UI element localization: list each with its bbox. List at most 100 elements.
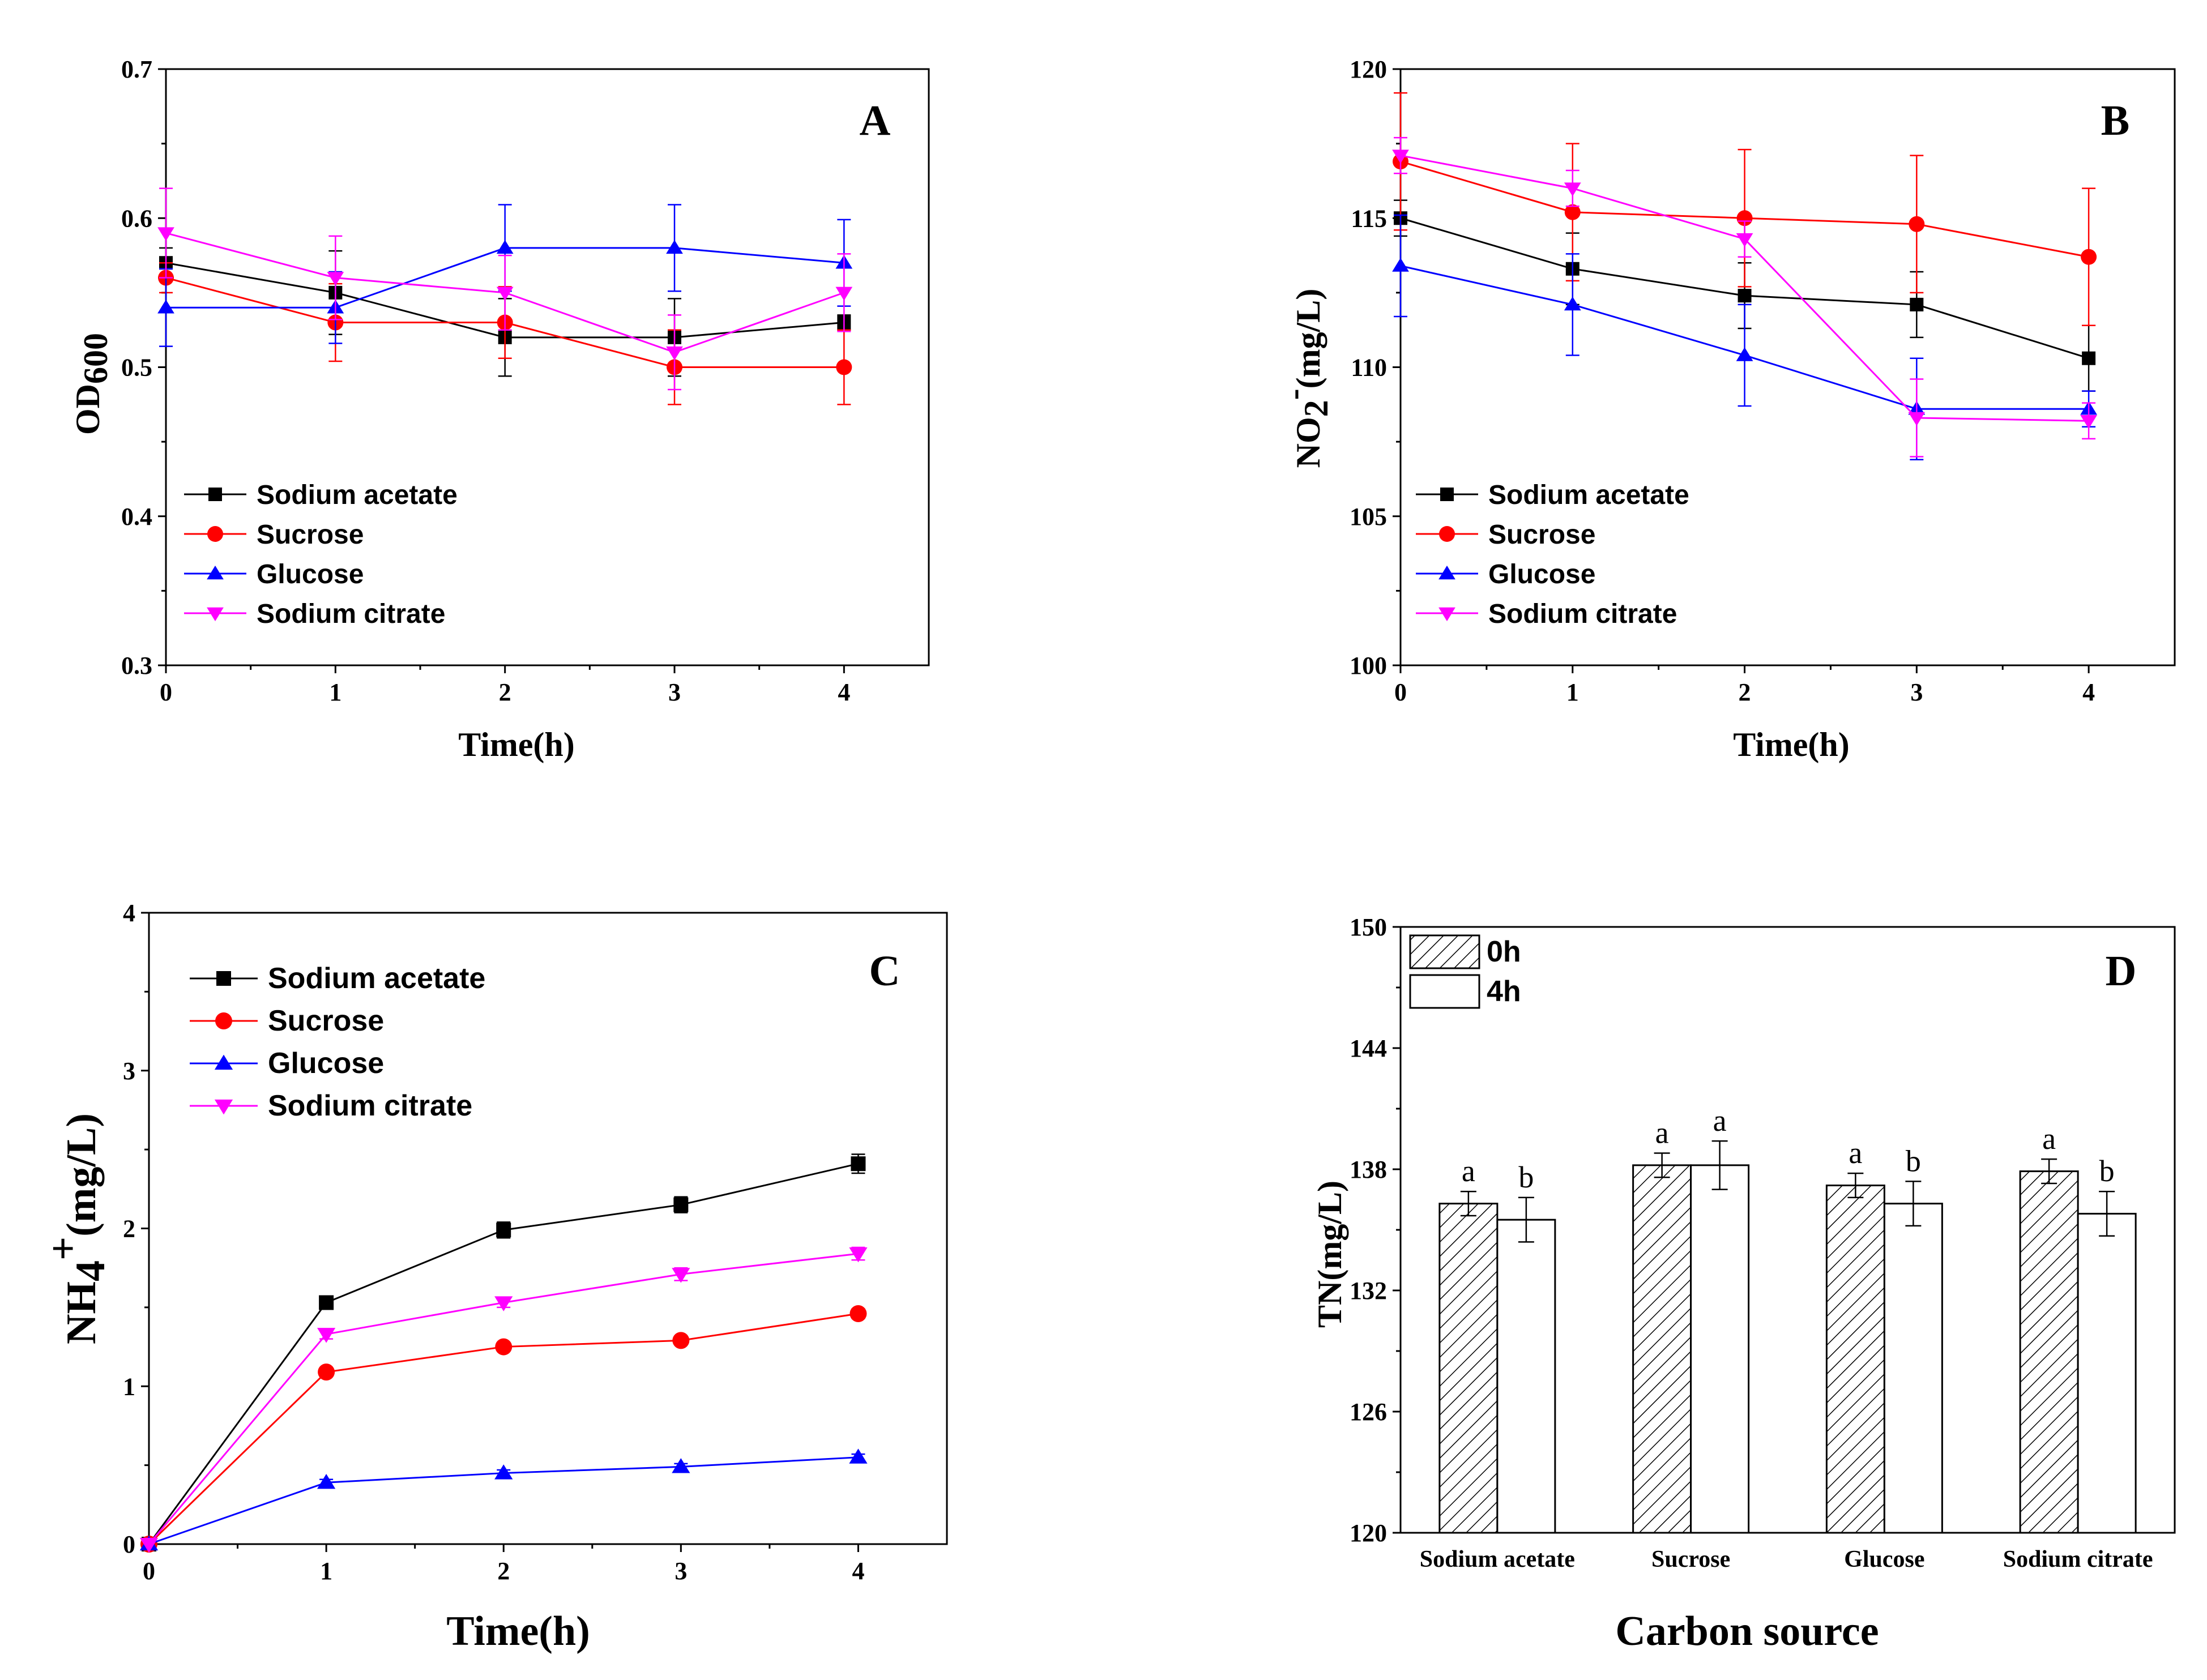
panel-a-series-sodium-citrate-point-1 [327, 272, 344, 286]
panel-a-series-sodium-citrate-point-3 [666, 346, 683, 361]
panel-c-legend-sodium-citrate-label: Sodium citrate [268, 1089, 472, 1122]
panel-c-legend-sucrose-label: Sucrose [268, 1004, 384, 1037]
panel-c-series-glucose-point-1 [317, 1473, 336, 1489]
panel-d-bar-0h-sodium-citrate [2019, 1170, 2079, 1534]
panel-d-ytick-label-3: 138 [1350, 1156, 1387, 1183]
panel-a-legend-sucrose-label: Sucrose [257, 520, 364, 550]
panel-c-ylabel-sup: + [40, 1237, 87, 1260]
panel-c-series-sodium-acetate-point-4 [851, 1156, 866, 1172]
panel-c-series-sodium-acetate-point-1 [319, 1295, 334, 1310]
panel-d-category-label-glucose: Glucose [1844, 1546, 1924, 1572]
panel-b-series-glucose-point-0 [1392, 258, 1409, 272]
panel-c: 0 1 2 3 4 0 1 2 3 4 Sodium acetate Sucrose Glucose So… [40, 899, 948, 1655]
panel-c-ylabel: NH4+(mg/L) [40, 1113, 114, 1344]
panel-d-bar-0h-sodium-acetate [1438, 1203, 1499, 1534]
panel-a-series-glucose-point-3 [666, 240, 683, 254]
panel-a-plot: 0 1 2 3 4 0.3 0.4 0.5 0.6 0.7 Sodium acetate Sucros… [121, 55, 930, 706]
panel-c-label: C [869, 947, 900, 995]
panel-b-label: B [2101, 97, 2130, 144]
panel-b-ylabel-unit: (mg/L) [1290, 289, 1327, 389]
panel-a-xtick-label-1: 1 [329, 678, 341, 706]
panel-d-bar-0h-glucose-significance-letter: a [1849, 1136, 1862, 1170]
panel-c-series-sodium-citrate-point-0 [139, 1537, 159, 1553]
panel-a-legend-sodium-citrate-label: Sodium citrate [257, 599, 445, 629]
panel-a-xlabel: Time(h) [458, 726, 575, 763]
panel-d-bar-0h-sodium-citrate-significance-letter: a [2042, 1122, 2056, 1156]
panel-c-xtick-label-2: 2 [497, 1557, 510, 1585]
panel-c-ytick-label-0: 0 [123, 1531, 135, 1558]
panel-d-xlabel: Carbon source [1615, 1608, 1879, 1655]
panel-a-legend-sucrose-swatch-marker [207, 526, 223, 542]
panel-c-xtick-label-1: 1 [320, 1557, 332, 1585]
panel-d-ytick-label-4: 144 [1350, 1034, 1387, 1062]
panel-b-ylabel-sub: 2 [1297, 400, 1335, 417]
panel-b-legend-sodium-acetate-swatch-marker [1440, 488, 1454, 501]
panel-d-label: D [2106, 947, 2137, 995]
panel-d-ylabel: TN(mg/L) [1311, 1181, 1348, 1328]
panel-a-series-glucose-point-2 [496, 240, 514, 254]
panel-b-series-glucose-point-1 [1564, 296, 1581, 311]
panel-d-ytick-label-5: 150 [1350, 913, 1387, 941]
panel-b-xtick-label-4: 4 [2082, 678, 2095, 706]
panel-d-bar-4h-sodium-citrate-significance-letter: b [2099, 1154, 2115, 1188]
panel-c-series-sodium-acetate-point-3 [673, 1197, 689, 1212]
panel-a-legend-glucose-swatch-marker [207, 565, 224, 580]
panel-b-series-sucrose-point-3 [1909, 216, 1925, 232]
panel-c-legend-glucose-label: Glucose [268, 1047, 384, 1080]
panel-d-bar-0h-sucrose [1632, 1164, 1692, 1534]
panel-d-bar-4h-sodium-citrate [2077, 1212, 2137, 1534]
panel-a-ylabel: OD600 [69, 333, 114, 435]
panel-c-series-sucrose-point-1 [318, 1363, 335, 1381]
panel-c-series-sucrose-point-4 [849, 1305, 867, 1323]
panel-a-ylabel-sub: 600 [77, 333, 114, 384]
panel-d-bar-0h-glucose [1825, 1185, 1885, 1534]
panel-c-series-glucose-point-4 [849, 1448, 868, 1464]
panel-b-series-glucose-point-2 [1736, 347, 1753, 361]
panel-c-plot: 0 1 2 3 4 0 1 2 3 4 Sodium acetate Sucrose Glucose So… [123, 899, 948, 1585]
panel-b-series-sucrose-point-2 [1736, 210, 1753, 226]
panel-d-bar-4h-sucrose [1690, 1164, 1750, 1534]
panel-a-ytick-label-0: 0.3 [121, 652, 152, 679]
panel-d-ytick-label-0: 120 [1350, 1519, 1387, 1547]
panel-a-xtick-label-0: 0 [160, 678, 172, 706]
panel-d-bar-4h-sodium-acetate [1496, 1219, 1556, 1534]
panel-b-legend-glucose-swatch-marker [1438, 565, 1455, 580]
panel-b-ylabel-sup: - [1275, 388, 1312, 400]
panel-b-legend-sodium-citrate-swatch-marker [1438, 607, 1455, 622]
panel-a-ytick-label-3: 0.6 [121, 204, 152, 232]
panel-a-xtick-label-4: 4 [838, 678, 850, 706]
panel-c-series-glucose-point-3 [672, 1458, 690, 1473]
panel-b-xtick-label-2: 2 [1739, 678, 1751, 706]
panel-c-series-sodium-acetate-point-2 [496, 1222, 511, 1238]
panel-d-legend-0h-swatch [1409, 934, 1480, 969]
panel-d-category-label-sodium-acetate: Sodium acetate [1420, 1546, 1575, 1572]
panel-b-ylabel-main: NO [1290, 417, 1327, 468]
panel-c-legend-sodium-citrate-swatch-marker [214, 1099, 233, 1115]
panel-c-series-sucrose-point-2 [495, 1338, 513, 1356]
panel-d-ytick-label-2: 132 [1350, 1277, 1387, 1305]
panel-b-xtick-label-1: 1 [1566, 678, 1579, 706]
panel-a-ytick-label-4: 0.7 [121, 55, 152, 83]
panel-d-bar-0h-sodium-acetate-significance-letter: a [1462, 1154, 1475, 1188]
panel-b-xlabel: Time(h) [1733, 726, 1850, 763]
panel-c-legend-glucose-swatch-marker [214, 1054, 233, 1070]
panel-b-series-sodium-citrate-point-4 [2080, 415, 2097, 429]
panel-c-legend-sucrose-swatch-marker [215, 1012, 232, 1029]
panel-c-series-sodium-citrate-point-2 [494, 1296, 513, 1311]
panel-b-series-sucrose-point-4 [2081, 249, 2097, 265]
panel-a-legend-glucose-label: Glucose [257, 559, 364, 589]
panel-d-bar-4h-glucose-significance-letter: b [1906, 1144, 1921, 1178]
panel-a-series-sodium-citrate-point-0 [157, 227, 174, 241]
panel-b-ylabel: NO2-(mg/L) [1275, 289, 1335, 468]
panel-c-ytick-label-2: 2 [123, 1215, 135, 1243]
panel-a-label: A [860, 97, 891, 144]
panel-b-xtick-label-3: 3 [1910, 678, 1923, 706]
panel-a-series-sodium-citrate-point-2 [496, 287, 514, 301]
panel-c-legend-sodium-acetate-label: Sodium acetate [268, 962, 485, 995]
panel-a-series-sucrose-point-4 [836, 359, 852, 375]
panel-a-legend-sodium-acetate-label: Sodium acetate [257, 480, 458, 510]
panel-b-series-sodium-acetate-point-3 [1910, 297, 1924, 311]
panel-b-legend-glucose-label: Glucose [1488, 559, 1595, 589]
panel-a: 0 1 2 3 4 0.3 0.4 0.5 0.6 0.7 Sodium acetate Sucros… [69, 55, 930, 763]
